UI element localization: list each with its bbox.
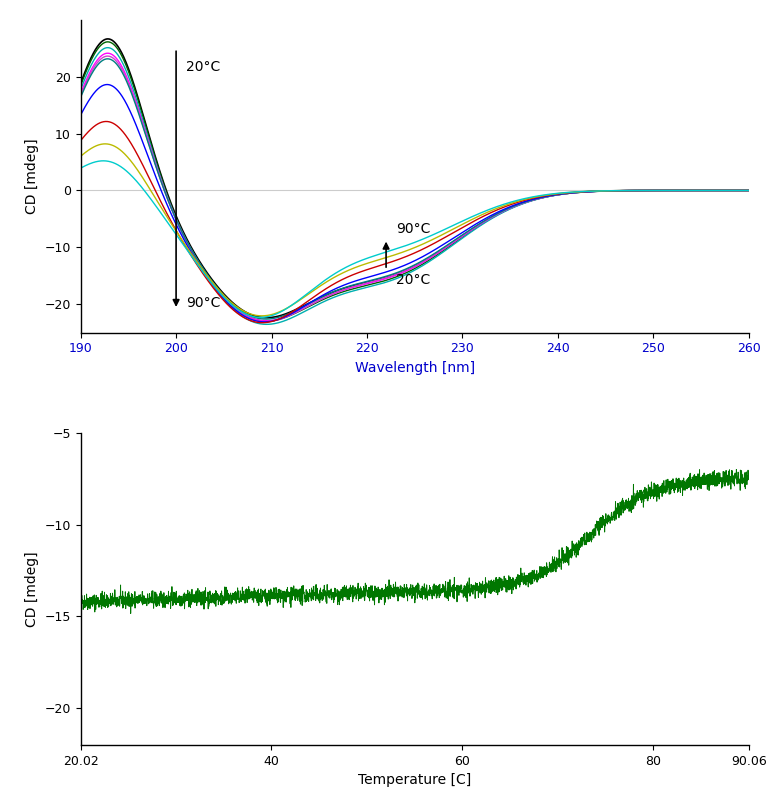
Text: 20°C: 20°C	[186, 60, 220, 73]
Text: 90°C: 90°C	[186, 296, 220, 310]
X-axis label: Wavelength [nm]: Wavelength [nm]	[355, 361, 475, 375]
Y-axis label: CD [mdeg]: CD [mdeg]	[25, 139, 39, 214]
Text: 20°C: 20°C	[396, 273, 430, 287]
Text: 90°C: 90°C	[396, 222, 430, 236]
Y-axis label: CD [mdeg]: CD [mdeg]	[25, 551, 39, 626]
X-axis label: Temperature [C]: Temperature [C]	[358, 773, 472, 787]
